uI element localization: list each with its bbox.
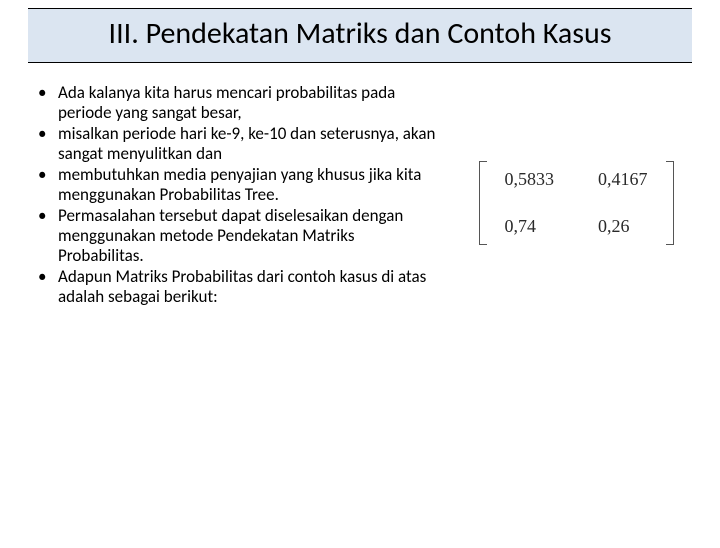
list-item: Ada kalanya kita harus mencari probabili…: [32, 83, 442, 123]
title-bar: III. Pendekatan Matriks dan Contoh Kasus: [28, 8, 692, 63]
matrix-bracket-right: [666, 161, 674, 245]
bullet-list: Ada kalanya kita harus mencari probabili…: [32, 83, 442, 309]
probability-matrix: 0,5833 0,4167 0,74 0,26: [479, 161, 674, 245]
matrix-container: 0,5833 0,4167 0,74 0,26: [442, 83, 710, 309]
slide-title: III. Pendekatan Matriks dan Contoh Kasus: [38, 17, 682, 52]
matrix-cell: 0,26: [598, 216, 648, 237]
list-item: membutuhkan media penyajian yang khusus …: [32, 165, 442, 205]
list-item: Adapun Matriks Probabilitas dari contoh …: [32, 267, 442, 307]
list-item: misalkan periode hari ke-9, ke-10 dan se…: [32, 124, 442, 164]
matrix-cell: 0,4167: [598, 169, 648, 190]
matrix-bracket-left: [479, 161, 487, 245]
matrix-body: 0,5833 0,4167 0,74 0,26: [487, 161, 666, 245]
list-item: Permasalahan tersebut dapat diselesaikan…: [32, 206, 442, 266]
matrix-cell: 0,5833: [505, 169, 555, 190]
content-area: Ada kalanya kita harus mencari probabili…: [32, 83, 710, 309]
matrix-cell: 0,74: [505, 216, 555, 237]
